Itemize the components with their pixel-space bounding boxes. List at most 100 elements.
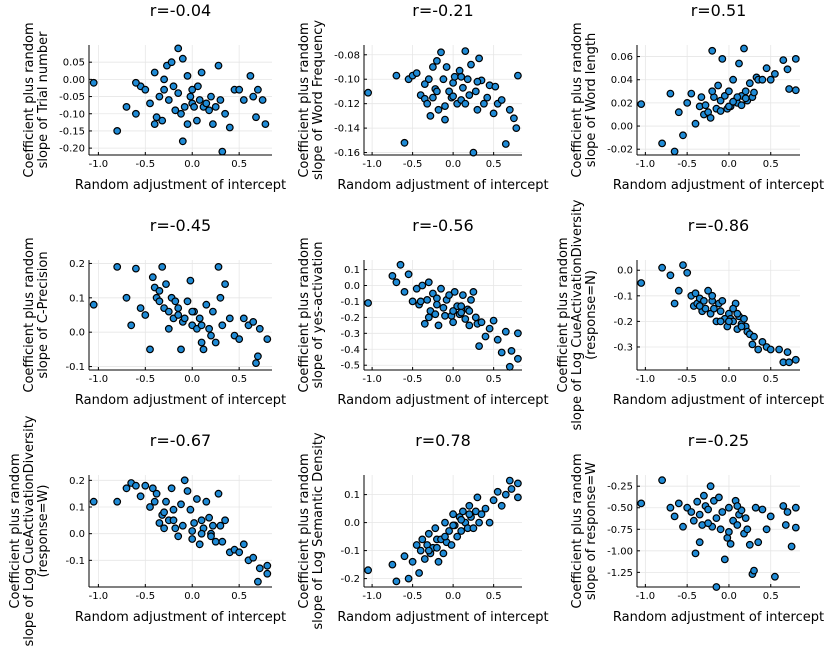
data-point bbox=[712, 514, 721, 522]
data-point bbox=[424, 75, 433, 84]
data-point bbox=[408, 557, 417, 566]
data-point bbox=[691, 289, 700, 298]
y-tick-label: 0.05 bbox=[63, 58, 85, 69]
data-point bbox=[467, 296, 475, 304]
data-point bbox=[392, 278, 401, 287]
data-point bbox=[113, 126, 122, 135]
data-point bbox=[164, 324, 173, 333]
data-point bbox=[737, 322, 746, 331]
x-tick-label: 0.5 bbox=[486, 591, 502, 602]
data-point bbox=[404, 574, 413, 583]
data-point bbox=[514, 479, 522, 488]
data-point bbox=[716, 317, 725, 326]
data-point bbox=[775, 345, 783, 354]
data-point bbox=[679, 261, 687, 270]
x-tick-label: 0.5 bbox=[231, 159, 247, 170]
y-tick-label: -1.25 bbox=[607, 568, 633, 579]
data-point bbox=[785, 358, 793, 367]
data-point bbox=[718, 297, 727, 305]
data-point bbox=[392, 577, 401, 586]
data-point bbox=[708, 46, 717, 55]
data-point bbox=[190, 519, 199, 527]
data-point bbox=[211, 338, 220, 347]
data-point bbox=[505, 476, 514, 485]
data-point bbox=[708, 291, 717, 300]
chart-title: r=-0.04 bbox=[150, 1, 211, 20]
data-point bbox=[469, 288, 478, 296]
data-point bbox=[450, 288, 459, 296]
data-point bbox=[725, 317, 733, 326]
data-point bbox=[449, 318, 458, 327]
data-point bbox=[461, 99, 470, 108]
data-point bbox=[477, 318, 486, 327]
y-axis-label: Coefficient plus random bbox=[22, 22, 37, 177]
data-point bbox=[733, 521, 742, 529]
data-point bbox=[160, 524, 169, 533]
data-point bbox=[162, 497, 170, 506]
x-tick-label: 0.0 bbox=[184, 591, 200, 602]
chart-title: r=-0.45 bbox=[150, 216, 211, 235]
y-axis-label: Coefficient plus random bbox=[22, 237, 37, 392]
data-point bbox=[445, 527, 454, 535]
data-point bbox=[252, 359, 260, 368]
data-point bbox=[122, 102, 131, 111]
data-point bbox=[510, 114, 518, 123]
data-point bbox=[674, 108, 683, 117]
data-point bbox=[218, 147, 227, 156]
x-tick-label: 0.5 bbox=[763, 159, 779, 170]
y-tick-label: -0.15 bbox=[59, 126, 85, 137]
data-point bbox=[162, 280, 170, 289]
data-point bbox=[433, 543, 441, 552]
data-point bbox=[155, 287, 164, 295]
data-point bbox=[750, 332, 758, 341]
x-tick-label: 0.5 bbox=[486, 374, 502, 385]
data-point bbox=[400, 288, 409, 296]
data-point bbox=[205, 106, 214, 115]
y-tick-label: 0.1 bbox=[344, 490, 360, 501]
data-point bbox=[670, 299, 679, 308]
x-tick-label: -1.0 bbox=[636, 159, 656, 170]
data-point bbox=[457, 308, 466, 317]
data-point bbox=[252, 113, 260, 122]
y-tick-label: -1.00 bbox=[607, 546, 633, 557]
y-axis-label: slope of yes-activation bbox=[311, 242, 326, 389]
data-point bbox=[186, 505, 195, 514]
data-point bbox=[113, 263, 122, 271]
data-point bbox=[779, 56, 788, 64]
data-point bbox=[729, 304, 737, 313]
y-tick-label: -0.2 bbox=[340, 574, 360, 585]
subplot-8: -1.0 -0.5 0.0 0.5 0.1 0.0 -0.1 -0.2 r=0.78 Random… bbox=[297, 431, 549, 630]
y-tick-label: 0.0 bbox=[69, 529, 85, 540]
data-point bbox=[158, 263, 167, 271]
x-tick-label: 0.5 bbox=[763, 374, 779, 385]
data-point bbox=[253, 352, 262, 361]
data-point bbox=[766, 512, 775, 521]
x-tick-label: 0.0 bbox=[721, 159, 737, 170]
data-point bbox=[420, 319, 429, 328]
data-point bbox=[197, 529, 206, 538]
data-point bbox=[689, 516, 698, 525]
x-tick-label: 0.0 bbox=[721, 374, 737, 385]
data-point bbox=[658, 476, 666, 485]
data-point bbox=[637, 100, 646, 108]
y-tick-label: -0.1 bbox=[613, 291, 633, 302]
data-point bbox=[779, 502, 788, 510]
data-point bbox=[485, 324, 494, 333]
data-point bbox=[150, 68, 159, 77]
data-point bbox=[691, 549, 700, 558]
data-point bbox=[637, 279, 646, 287]
data-point bbox=[418, 535, 427, 544]
data-point bbox=[687, 89, 696, 98]
data-point bbox=[122, 484, 131, 493]
y-axis-label: (response=N) bbox=[584, 270, 599, 360]
data-point bbox=[221, 280, 230, 289]
data-point bbox=[195, 314, 204, 323]
data-point bbox=[235, 85, 244, 94]
data-point bbox=[192, 116, 201, 125]
data-point bbox=[171, 106, 180, 115]
y-axis-label: slope of Log CueActivationDiversity bbox=[570, 199, 585, 430]
data-point bbox=[208, 521, 217, 530]
data-point bbox=[489, 109, 498, 118]
data-point bbox=[441, 311, 449, 320]
data-point bbox=[771, 572, 779, 581]
